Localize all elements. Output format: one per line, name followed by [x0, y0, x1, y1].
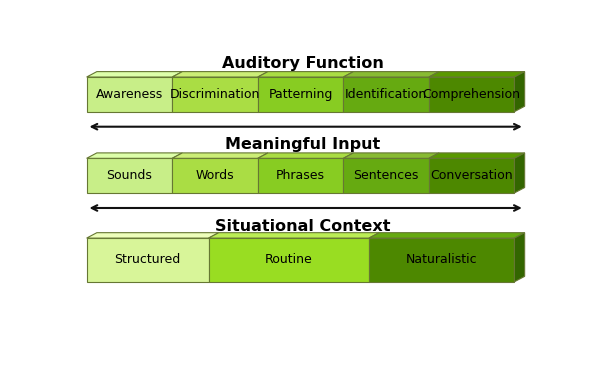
Polygon shape	[172, 158, 258, 193]
Polygon shape	[429, 153, 524, 158]
Polygon shape	[258, 153, 353, 158]
Text: Patterning: Patterning	[268, 88, 333, 101]
Text: Discrimination: Discrimination	[170, 88, 260, 101]
Polygon shape	[86, 72, 182, 77]
Text: Sounds: Sounds	[106, 169, 152, 182]
Polygon shape	[172, 153, 268, 158]
Text: Comprehension: Comprehension	[422, 88, 521, 101]
Polygon shape	[343, 153, 439, 158]
Text: Meaningful Input: Meaningful Input	[225, 137, 380, 152]
Polygon shape	[343, 158, 429, 193]
Polygon shape	[514, 153, 524, 193]
Text: Auditory Function: Auditory Function	[222, 56, 384, 71]
Polygon shape	[258, 77, 343, 112]
Text: Sentences: Sentences	[353, 169, 419, 182]
Polygon shape	[86, 158, 172, 193]
Polygon shape	[343, 72, 439, 77]
Polygon shape	[429, 158, 514, 193]
Polygon shape	[86, 233, 219, 238]
Polygon shape	[258, 72, 353, 77]
Polygon shape	[369, 238, 514, 282]
Polygon shape	[343, 77, 429, 112]
Polygon shape	[209, 233, 379, 238]
Text: Routine: Routine	[265, 253, 313, 266]
Polygon shape	[258, 158, 343, 193]
Polygon shape	[172, 77, 258, 112]
Polygon shape	[172, 72, 268, 77]
Polygon shape	[369, 233, 524, 238]
Polygon shape	[86, 238, 209, 282]
Text: Conversation: Conversation	[430, 169, 513, 182]
Text: Naturalistic: Naturalistic	[406, 253, 478, 266]
Text: Awareness: Awareness	[96, 88, 163, 101]
Text: Words: Words	[196, 169, 234, 182]
Polygon shape	[86, 153, 182, 158]
Polygon shape	[429, 72, 524, 77]
Polygon shape	[514, 233, 524, 282]
Polygon shape	[514, 72, 524, 112]
Polygon shape	[209, 238, 369, 282]
Text: Structured: Structured	[115, 253, 181, 266]
Text: Phrases: Phrases	[276, 169, 325, 182]
Text: Situational Context: Situational Context	[215, 219, 391, 233]
Polygon shape	[86, 77, 172, 112]
Polygon shape	[429, 77, 514, 112]
Text: Identification: Identification	[345, 88, 427, 101]
